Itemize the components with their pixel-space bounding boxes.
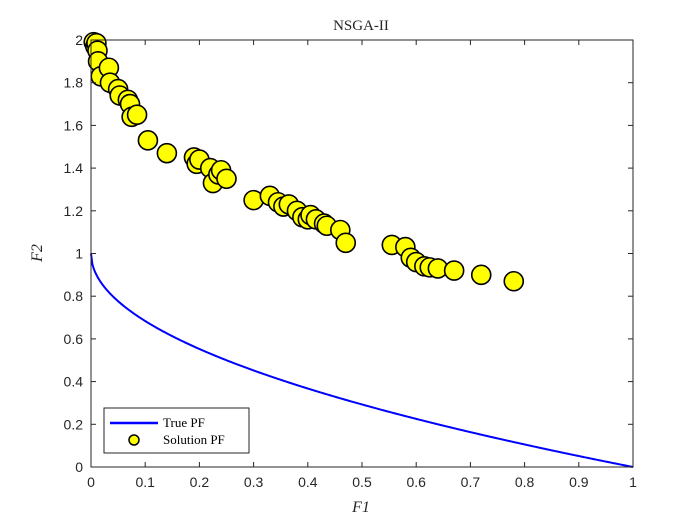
y-tick-label: 0 — [75, 459, 83, 475]
legend-true-pf-label: True PF — [163, 415, 205, 430]
y-tick-label: 0.6 — [64, 331, 84, 347]
legend-solution-pf-swatch — [128, 434, 140, 446]
y-axis-label: F2 — [29, 244, 46, 263]
y-tick-label: 0.4 — [64, 374, 84, 390]
x-tick-label: 0.2 — [190, 474, 210, 490]
true-pf-line — [90, 253, 634, 468]
chart-title: NSGA-II — [333, 18, 389, 34]
x-tick-label: 0.4 — [298, 474, 318, 490]
true-pf-layer — [90, 253, 634, 468]
y-tick-label: 2 — [75, 32, 83, 48]
axis-ticks: 0 0.1 0.2 0.3 0.4 0.5 0.6 0.7 0.8 0.9 1 0 0.2 0.4 0.6 0… — [64, 32, 638, 490]
y-tick-label: 1.2 — [64, 203, 84, 219]
x-tick-label: 0.8 — [515, 474, 535, 490]
solution-point — [470, 264, 492, 286]
solution-point — [503, 270, 525, 292]
x-tick-label: 1 — [629, 474, 637, 490]
y-tick-label: 0.2 — [64, 416, 84, 432]
x-tick-label: 0.5 — [352, 474, 372, 490]
x-tick-label: 0.6 — [406, 474, 426, 490]
solution-point — [137, 130, 159, 151]
x-tick-label: 0 — [87, 474, 95, 490]
x-tick-label: 0.9 — [569, 474, 589, 490]
solution-point — [126, 104, 148, 126]
y-tick-label: 1.4 — [64, 160, 84, 176]
solution-point — [216, 168, 237, 190]
x-tick-label: 0.7 — [461, 474, 481, 490]
x-tick-label: 0.1 — [135, 474, 155, 490]
x-tick-label: 0.3 — [244, 474, 264, 490]
legend: True PF Solution PF — [103, 407, 250, 454]
y-tick-label: 0.8 — [64, 288, 84, 304]
solution-point — [156, 142, 178, 164]
plot-area — [91, 40, 633, 467]
y-tick-label: 1.8 — [64, 75, 84, 91]
x-axis-label: F1 — [351, 499, 370, 516]
plot-background — [91, 40, 633, 467]
legend-box — [103, 407, 250, 454]
y-tick-label: 1 — [75, 246, 83, 262]
y-tick-label: 1.6 — [64, 117, 84, 133]
solution-point — [443, 260, 465, 281]
legend-solution-pf-label: Solution PF — [163, 432, 225, 447]
solution-point — [335, 232, 357, 254]
solution-pf-layer — [83, 31, 525, 292]
